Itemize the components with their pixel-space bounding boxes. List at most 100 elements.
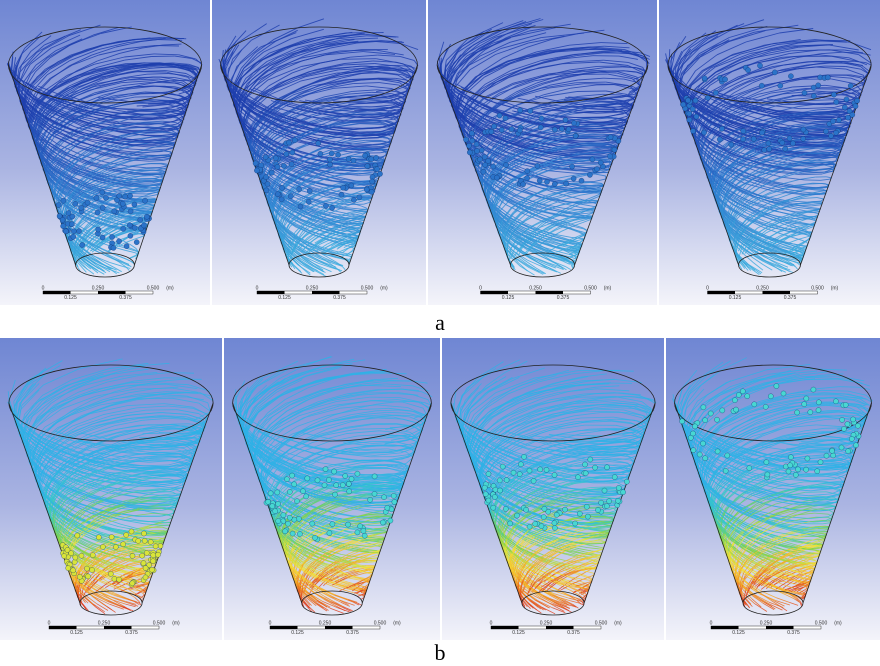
streamline-segment	[371, 70, 399, 76]
streamline-segment	[156, 154, 168, 156]
streamline-segment	[165, 70, 187, 74]
streamline-segment	[396, 61, 412, 67]
streamline-segment	[232, 40, 252, 60]
streamline-segment	[95, 265, 107, 274]
streamline-segment	[15, 68, 20, 87]
streamline-segment	[89, 224, 101, 235]
streamline-segment	[291, 210, 313, 220]
particle	[368, 189, 375, 195]
streamline-segment	[104, 161, 128, 167]
streamline-segment	[79, 144, 105, 154]
streamline-segment	[299, 227, 309, 239]
streamline-segment	[109, 261, 123, 267]
funnel-right-wall	[134, 64, 202, 266]
streamline-segment	[269, 111, 292, 126]
streamline-segment	[136, 103, 169, 107]
streamline-segment	[309, 116, 349, 122]
streamline-segment	[341, 144, 365, 148]
streamline-segment	[88, 169, 105, 179]
streamline-segment	[96, 212, 114, 222]
streamline-segment	[316, 142, 334, 151]
streamline-segment	[133, 209, 145, 212]
streamline-segment	[127, 45, 156, 49]
streamline-segment	[37, 113, 47, 130]
streamline-segment	[124, 56, 152, 61]
streamline-segment	[316, 183, 339, 191]
streamline-segment	[252, 57, 279, 74]
particle	[288, 193, 294, 200]
streamline-segment	[38, 100, 55, 118]
streamline-segment	[298, 189, 326, 198]
streamline-segment	[324, 219, 338, 226]
streamline-segment	[483, 84, 514, 100]
particle	[99, 234, 106, 241]
streamline-segment	[322, 248, 338, 254]
streamline-segment	[56, 182, 62, 196]
streamline-segment	[317, 236, 330, 245]
streamline-segment	[88, 138, 125, 146]
streamline-segment	[36, 35, 66, 53]
streamline-segment	[353, 192, 368, 195]
streamline-segment	[61, 183, 83, 196]
streamline-segment	[354, 180, 366, 184]
streamline-segment	[69, 54, 92, 67]
streamline-segment	[124, 249, 135, 254]
particle	[286, 139, 292, 146]
streamline-segment	[282, 189, 294, 201]
streamline-segment	[273, 177, 283, 192]
streamline-segment	[154, 178, 163, 181]
streamline-segment	[604, 132, 621, 137]
streamline-segment	[348, 169, 367, 173]
streamline-segment	[103, 152, 128, 158]
streamline-segment	[98, 103, 127, 112]
streamline-segment	[160, 165, 168, 168]
particle	[69, 221, 75, 227]
streamline-segment	[267, 198, 283, 214]
streamline-segment	[327, 171, 349, 179]
streamline-plot-a1: 0 0.250 0.500 (m)0.125 0.375	[6, 24, 203, 301]
streamline-segment	[290, 262, 303, 274]
streamline-segment	[84, 119, 112, 130]
streamline-segment	[297, 237, 309, 249]
streamline-segment	[113, 266, 122, 273]
particle	[275, 191, 281, 197]
streamline-segment	[174, 76, 190, 81]
streamline-segment	[395, 77, 407, 81]
streamline-segment	[127, 67, 151, 73]
particle	[348, 182, 355, 189]
streamline-segment	[274, 208, 292, 222]
streamline-segment	[295, 69, 328, 79]
streamline-segment	[456, 103, 486, 122]
streamline-segment	[610, 128, 623, 131]
streamline-segment	[382, 123, 395, 129]
streamline-segment	[355, 146, 373, 149]
streamline-segment	[556, 222, 569, 228]
streamline-segment	[185, 73, 197, 80]
streamline-segment	[624, 112, 630, 117]
streamline-segment	[146, 73, 169, 75]
streamline-segment	[144, 222, 149, 225]
streamline-segment	[134, 169, 154, 171]
streamline-segment	[38, 130, 59, 145]
streamline-segment	[381, 140, 391, 144]
streamline-segment	[355, 119, 377, 122]
streamline-segment	[37, 134, 44, 153]
streamline-segment	[569, 251, 577, 255]
streamline-segment	[240, 104, 263, 120]
particle	[362, 152, 368, 159]
streamline-segment	[181, 99, 189, 108]
streamline-segment	[500, 207, 512, 221]
streamline-segment	[329, 108, 360, 113]
streamline-segment	[88, 82, 122, 91]
streamline-segment	[342, 230, 356, 233]
streamline-segment	[229, 30, 247, 49]
streamline-segment	[346, 259, 351, 262]
streamline-segment	[351, 100, 376, 103]
streamline-segment	[267, 201, 280, 215]
streamline-segment	[552, 192, 571, 199]
streamline-segment	[380, 144, 390, 148]
streamline-segment	[295, 44, 325, 54]
particle	[288, 161, 295, 167]
streamline-segment	[276, 200, 284, 213]
streamline-segment	[395, 91, 407, 97]
